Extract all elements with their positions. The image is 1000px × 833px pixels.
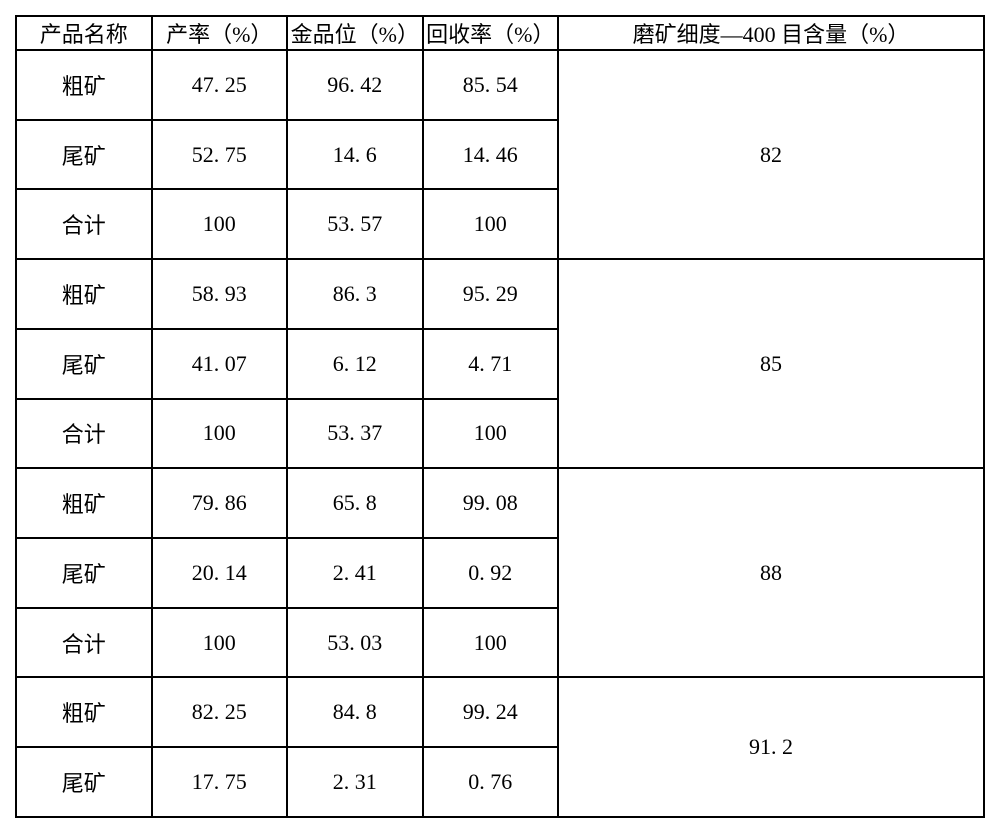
cell-yield: 100 [152, 608, 288, 678]
cell-product: 粗矿 [16, 677, 152, 747]
cell-recovery: 85. 54 [423, 50, 559, 120]
cell-recovery: 99. 24 [423, 677, 559, 747]
cell-fineness: 91. 2 [558, 677, 984, 817]
cell-grade: 53. 37 [287, 399, 423, 469]
cell-recovery: 4. 71 [423, 329, 559, 399]
cell-grade: 2. 31 [287, 747, 423, 817]
cell-grade: 6. 12 [287, 329, 423, 399]
cell-grade: 86. 3 [287, 259, 423, 329]
cell-grade: 53. 03 [287, 608, 423, 678]
cell-product: 尾矿 [16, 538, 152, 608]
cell-recovery: 0. 76 [423, 747, 559, 817]
cell-yield: 82. 25 [152, 677, 288, 747]
cell-yield: 58. 93 [152, 259, 288, 329]
cell-recovery: 100 [423, 399, 559, 469]
cell-grade: 2. 41 [287, 538, 423, 608]
cell-fineness: 82 [558, 50, 984, 259]
cell-product: 合计 [16, 399, 152, 469]
table-body: 粗矿 47. 25 96. 42 85. 54 82 尾矿 52. 75 14.… [16, 50, 984, 817]
cell-recovery: 95. 29 [423, 259, 559, 329]
cell-recovery: 100 [423, 608, 559, 678]
cell-product: 粗矿 [16, 50, 152, 120]
cell-product: 合计 [16, 608, 152, 678]
cell-product: 尾矿 [16, 747, 152, 817]
cell-grade: 14. 6 [287, 120, 423, 190]
cell-product: 粗矿 [16, 259, 152, 329]
table-row: 粗矿 47. 25 96. 42 85. 54 82 [16, 50, 984, 120]
col-header-yield: 产率（%） [152, 16, 288, 50]
cell-yield: 20. 14 [152, 538, 288, 608]
cell-grade: 84. 8 [287, 677, 423, 747]
cell-yield: 79. 86 [152, 468, 288, 538]
cell-recovery: 14. 46 [423, 120, 559, 190]
cell-grade: 65. 8 [287, 468, 423, 538]
cell-yield: 100 [152, 399, 288, 469]
cell-product: 尾矿 [16, 120, 152, 190]
cell-product: 粗矿 [16, 468, 152, 538]
cell-fineness: 85 [558, 259, 984, 468]
col-header-fineness: 磨矿细度—400 目含量（%） [558, 16, 984, 50]
col-header-grade: 金品位（%） [287, 16, 423, 50]
cell-yield: 17. 75 [152, 747, 288, 817]
cell-yield: 47. 25 [152, 50, 288, 120]
cell-yield: 52. 75 [152, 120, 288, 190]
cell-recovery: 0. 92 [423, 538, 559, 608]
table-header-row: 产品名称 产率（%） 金品位（%） 回收率（%） 磨矿细度—400 目含量（%） [16, 16, 984, 50]
cell-fineness: 88 [558, 468, 984, 677]
cell-recovery: 99. 08 [423, 468, 559, 538]
col-header-product: 产品名称 [16, 16, 152, 50]
cell-yield: 41. 07 [152, 329, 288, 399]
cell-product: 合计 [16, 189, 152, 259]
table-row: 粗矿 58. 93 86. 3 95. 29 85 [16, 259, 984, 329]
cell-grade: 96. 42 [287, 50, 423, 120]
cell-recovery: 100 [423, 189, 559, 259]
ore-data-table: 产品名称 产率（%） 金品位（%） 回收率（%） 磨矿细度—400 目含量（%）… [15, 15, 985, 818]
cell-yield: 100 [152, 189, 288, 259]
table-row: 粗矿 82. 25 84. 8 99. 24 91. 2 [16, 677, 984, 747]
cell-grade: 53. 57 [287, 189, 423, 259]
col-header-recovery: 回收率（%） [423, 16, 559, 50]
table-row: 粗矿 79. 86 65. 8 99. 08 88 [16, 468, 984, 538]
cell-product: 尾矿 [16, 329, 152, 399]
